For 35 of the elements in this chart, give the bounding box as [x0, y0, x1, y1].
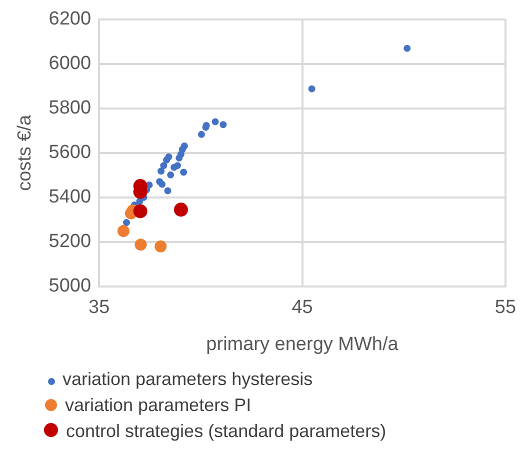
legend-label: control strategies (standard parameters): [66, 420, 386, 442]
legend-label: variation parameters hysteresis: [62, 368, 313, 390]
point: [134, 238, 147, 251]
legend-label: variation parameters PI: [65, 394, 252, 416]
point: [176, 154, 183, 162]
point: [164, 187, 172, 194]
y-axis-title: costs €/a: [14, 114, 36, 191]
point: [404, 44, 411, 52]
x-tick-label: 45: [292, 297, 313, 318]
y-tick-label: 5000: [48, 276, 92, 297]
y-tick-label: 6200: [48, 8, 92, 30]
x-tick-label: 55: [494, 297, 516, 318]
y-tick-label: 5200: [48, 231, 92, 252]
y-tick-label: 5800: [48, 98, 92, 119]
point: [198, 130, 205, 138]
point: [133, 204, 148, 218]
point: [117, 225, 130, 237]
point: [154, 240, 167, 252]
point: [220, 121, 227, 128]
point: [158, 180, 166, 188]
x-axis-title: primary energy MWh/a: [206, 334, 399, 355]
y-tick-label: 5400: [48, 186, 92, 208]
point: [180, 168, 188, 176]
point: [167, 171, 174, 178]
y-tick-label: 5600: [48, 142, 92, 164]
point: [123, 219, 130, 226]
point: [170, 164, 178, 171]
x-tick-label: 35: [88, 297, 110, 318]
point: [158, 168, 165, 175]
point: [308, 85, 316, 92]
point: [160, 162, 168, 170]
y-tick-label: 6000: [48, 53, 92, 74]
point: [174, 202, 188, 217]
point: [163, 156, 170, 164]
point: [212, 118, 219, 126]
